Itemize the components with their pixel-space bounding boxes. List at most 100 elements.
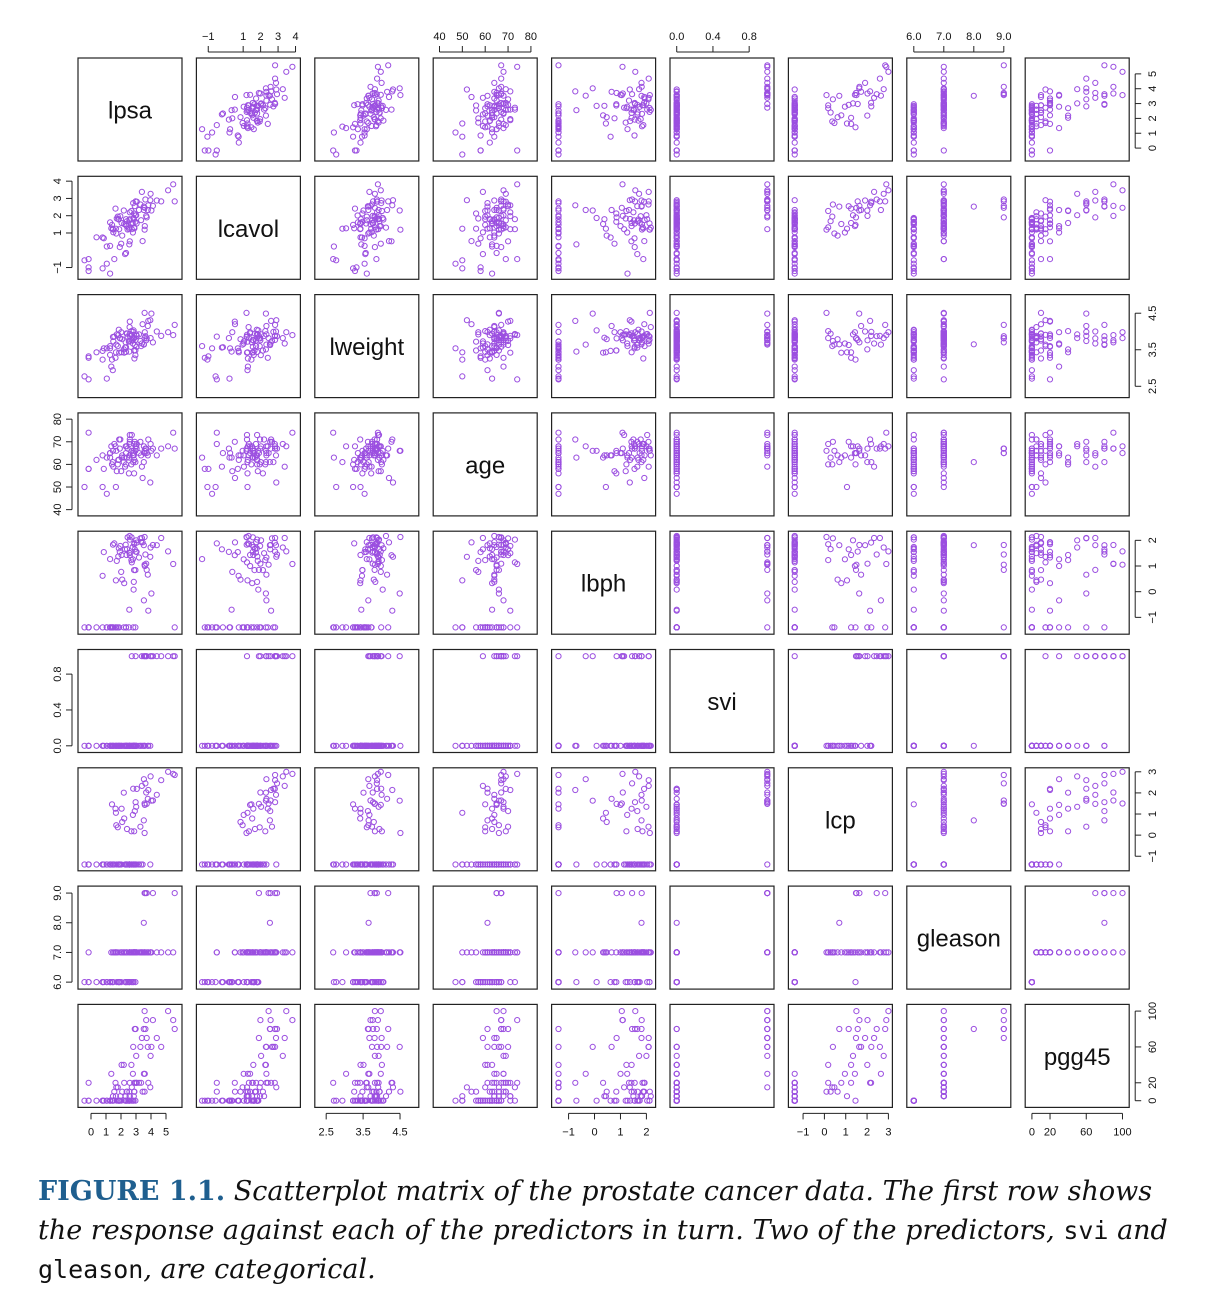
point-lpsa-lweight-4 — [357, 139, 364, 146]
point-lbph-lcavol-52 — [240, 556, 247, 563]
point-lpsa-lbph-52 — [624, 103, 631, 110]
point-lcavol-lcp-75 — [851, 223, 859, 230]
point-age-lweight-81 — [389, 479, 397, 486]
point-lcavol-lpsa-29 — [118, 240, 125, 247]
point-lcavol-lweight-9 — [330, 243, 337, 250]
point-lcavol-lcp-56 — [791, 210, 798, 217]
point-lpsa-lweight-88 — [374, 63, 381, 70]
point-lpsa-svi-81 — [673, 86, 680, 93]
panel-lcavol-vs-gleason — [906, 175, 1012, 280]
point-lbph-lcp-30 — [848, 551, 855, 559]
point-lbph-lpsa-20 — [112, 577, 120, 584]
point-lweight-lpsa-66 — [135, 331, 143, 338]
point-lcavol-pgg45-52 — [1056, 229, 1063, 236]
panel-frame — [1024, 175, 1130, 280]
point-svi-lweight-74 — [397, 742, 404, 749]
point-lweight-gleason-87 — [940, 329, 947, 336]
point-lcavol-lweight-47 — [388, 238, 395, 245]
point-lcavol-gleason-76 — [1000, 196, 1007, 203]
point-lpsa-lcp-88 — [883, 63, 890, 70]
point-lbph-lcp-57 — [825, 541, 832, 548]
point-age-lpsa-88 — [170, 429, 177, 436]
panel-lpsa-vs-pgg45 — [1024, 57, 1130, 162]
point-lcavol-lbph-56 — [613, 210, 620, 217]
point-lcavol-svi-74 — [673, 226, 680, 233]
point-lpsa-lcp-81 — [791, 86, 798, 93]
point-lpsa-pgg45-13 — [1056, 125, 1063, 132]
point-lpsa-lbph-61 — [555, 101, 562, 108]
point-lpsa-lcp-86 — [876, 75, 884, 82]
point-lcp-lpsa-4 — [93, 861, 100, 868]
point-lweight-lcavol-88 — [289, 332, 296, 339]
point-lcavol-lpsa-46 — [126, 209, 133, 216]
point-lpsa-lbph-87 — [632, 68, 639, 75]
point-lweight-lcp-67 — [829, 337, 837, 345]
point-lcavol-gleason-27 — [910, 244, 917, 251]
point-age-lpsa-67 — [137, 438, 144, 445]
point-svi-lpsa-62 — [132, 653, 139, 660]
point-lcavol-age-56 — [473, 210, 480, 217]
point-lcavol-lcp-31 — [834, 232, 841, 239]
point-lpsa-age-3 — [477, 147, 484, 154]
point-lbph-lcp-87 — [885, 548, 892, 555]
point-lweight-pgg45-81 — [1042, 317, 1049, 324]
panel-lweight-vs-lpsa — [77, 294, 183, 399]
point-lcp-lpsa-32 — [120, 789, 127, 796]
point-lweight-lcp-88 — [883, 332, 890, 339]
point-lcavol-pgg45-42 — [1028, 241, 1036, 248]
point-lcavol-lbph-73 — [618, 204, 625, 211]
point-lcavol-pgg45-57 — [1046, 224, 1054, 231]
point-lcavol-gleason-37 — [910, 249, 917, 257]
point-lweight-age-78 — [493, 335, 500, 342]
point-lweight-gleason-45 — [910, 330, 917, 338]
point-lcavol-lweight-15 — [339, 225, 346, 232]
point-svi-age-8 — [452, 742, 459, 749]
point-lpsa-lcp-64 — [791, 99, 798, 107]
point-lcp-svi-50 — [764, 861, 771, 868]
point-lcavol-lpsa-88 — [170, 181, 177, 188]
point-lcavol-lweight-11 — [363, 270, 370, 277]
point-lbph-lcavol-87 — [283, 548, 290, 555]
point-lcavol-lweight-19 — [351, 205, 359, 212]
point-lcavol-lweight-41 — [368, 225, 375, 232]
point-age-pgg45-84 — [1110, 445, 1117, 452]
point-age-lbph-26 — [555, 436, 562, 443]
point-lbph-lpsa-55 — [130, 578, 137, 586]
point-lcavol-pgg45-55 — [1033, 216, 1040, 223]
point-lpsa-lweight-81 — [389, 86, 397, 93]
point-lweight-lcavol-18 — [213, 333, 220, 340]
point-lweight-lpsa-89 — [171, 321, 178, 328]
point-lbph-age-26 — [507, 624, 514, 631]
point-age-lcavol-85 — [272, 452, 280, 459]
point-lpsa-lbph-0 — [555, 151, 562, 158]
panel-lweight-vs-lcp — [787, 294, 894, 399]
point-lcavol-gleason-73 — [1000, 204, 1007, 211]
point-lpsa-lweight-21 — [365, 119, 372, 127]
point-lbph-age-48 — [482, 557, 489, 564]
point-lbph-lpsa-66 — [135, 554, 143, 561]
point-lpsa-lcavol-9 — [226, 129, 233, 136]
point-lbph-lcp-79 — [858, 571, 865, 578]
point-lpsa-lcavol-69 — [281, 94, 288, 101]
point-lpsa-gleason-84 — [1000, 83, 1007, 90]
point-lcp-lbph-62 — [631, 799, 639, 806]
point-lcavol-lweight-83 — [396, 207, 403, 214]
panel-lcavol-vs-lbph — [550, 175, 657, 280]
point-lweight-age-89 — [498, 321, 505, 328]
point-lpsa-svi-80 — [673, 88, 680, 95]
point-lpsa-svi-50 — [764, 104, 771, 111]
point-lweight-gleason-78 — [1000, 335, 1007, 342]
panel-svi-vs-pgg45 — [1024, 648, 1130, 754]
point-lcp-lbph-85 — [638, 791, 645, 798]
point-lbph-pgg45-30 — [1065, 551, 1072, 559]
point-lpsa-pgg45-85 — [1092, 79, 1099, 87]
panel-lbph-vs-lpsa — [77, 530, 183, 635]
panel-frame — [432, 175, 538, 280]
point-lcavol-lpsa-18 — [111, 256, 118, 263]
point-lcp-lweight-72 — [365, 776, 372, 783]
point-lpsa-age-9 — [489, 129, 496, 136]
point-lcavol-age-22 — [475, 215, 482, 222]
point-lpsa-svi-89 — [764, 62, 771, 69]
point-lcp-lbph-82 — [636, 773, 643, 780]
point-lweight-lbph-14 — [555, 356, 562, 363]
